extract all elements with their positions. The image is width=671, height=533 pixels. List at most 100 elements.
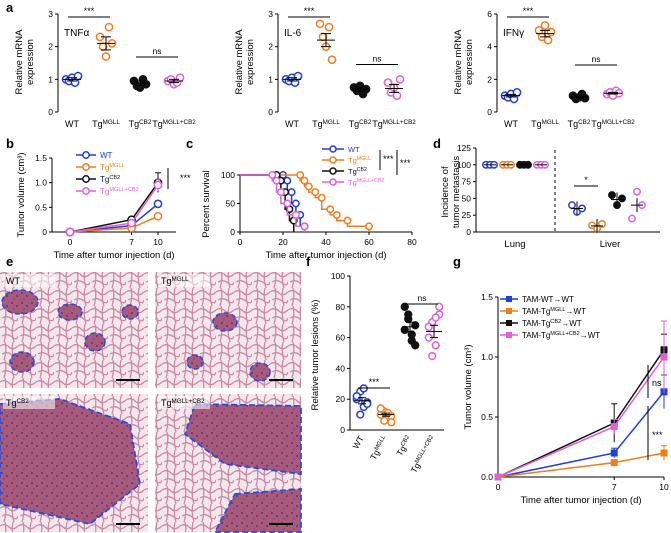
panel-c-y-tick-label: 100: [221, 170, 235, 180]
panel-f-point: [435, 302, 444, 311]
tumor-lesion-outline: [249, 362, 271, 382]
panel-f-y-tick-label: 20: [336, 394, 346, 404]
panel-letter-b: b: [6, 136, 14, 151]
panel-d-y-tick-label: 125: [457, 143, 471, 153]
panel-letter-c: c: [186, 136, 193, 151]
panel-a1-y-tick-label: 1: [48, 74, 53, 84]
panel-g-series-line: [497, 356, 665, 478]
panel-a2-point: [327, 55, 337, 65]
panel-b-ylabel: Tumor volume (cm³): [16, 152, 27, 237]
panel-b-point: [127, 218, 136, 228]
panel-d-point: [618, 194, 626, 203]
panel-f-y-tick-label: 40: [336, 363, 346, 373]
panel-a2-x-label: TgMGLL: [312, 119, 340, 129]
tumor-lesion-outline: [213, 488, 302, 533]
panel-b-point: [153, 211, 163, 221]
panel-d-ylabel: Incidence of: [440, 166, 451, 218]
panel-g-point: [610, 459, 618, 467]
panel-f-point: [400, 302, 409, 311]
panel-g-x-tick-label: 0: [496, 482, 501, 492]
panel-g-sig-2: ***: [652, 430, 663, 440]
panel-letter-d: d: [433, 136, 441, 151]
panel-f-x-label: TgCB2: [394, 434, 413, 458]
panel-a2-gene-label: IL-6: [284, 28, 302, 39]
panel-g-y-tick-label: 0.0: [481, 472, 493, 482]
panel-a1-y-tick-label: 0: [48, 107, 53, 117]
panel-c-x-tick-label: 40: [321, 237, 331, 247]
panel-a1-point: [73, 71, 83, 81]
micrograph-label-bg: [158, 274, 210, 287]
panel-f-bracket-label: ns: [418, 293, 427, 303]
panel-f-point: [352, 391, 361, 401]
panel-b-legend-marker: [82, 163, 90, 171]
panel-b-x-tick-label: 0: [68, 237, 73, 247]
panel-a1-x-label: TgMGLL: [92, 119, 120, 129]
panel-g-y-tick-label: 1.0: [481, 352, 493, 362]
panel-letter-e: e: [6, 254, 13, 269]
panel-f-point: [387, 418, 396, 427]
panel-a2-y-tick-label: 1: [268, 74, 273, 84]
panel-d-y-tick-label: 25: [462, 210, 472, 220]
panel-g-legend-label: TAM-TgMGLL+CB2→WT: [522, 331, 600, 340]
panel-a1-bracket-label: ***: [84, 6, 95, 16]
panel-a3-y-tick-label: 2: [487, 74, 492, 84]
panel-d-y-tick-label: 0: [466, 227, 471, 237]
panel-b-x-tick-label: 10: [153, 237, 163, 247]
panel-c-legend-marker: [329, 156, 337, 164]
panel-a2-y-tick-label: 3: [268, 9, 273, 19]
panel-a2-point: [324, 22, 334, 32]
panel-c-x-tick-label: 20: [278, 237, 288, 247]
panel-a1-point: [141, 79, 151, 89]
panel-a3-gene-label: IFNγ: [503, 28, 524, 39]
panel-f-y-tick-label: 100: [331, 271, 345, 281]
panel-d-point: [608, 191, 616, 199]
panel-c-legend-marker: [329, 167, 337, 175]
panel-f-point: [431, 313, 440, 322]
panel-a3-x-label: TgCB2: [568, 119, 591, 129]
panel-a1-y-tick-label: 2: [48, 42, 53, 52]
panel-c-point: [343, 216, 352, 225]
tumor-lesion-outline: [186, 354, 204, 370]
panel-c-point: [291, 199, 300, 208]
micrograph-label-bg: [3, 274, 55, 287]
panel-g-legend-label: TAM-WT→WT: [522, 295, 574, 304]
panel-b-legend-label: TgMGLL: [100, 163, 125, 172]
panel-f-point: [404, 310, 413, 319]
panel-c-point: [287, 188, 296, 197]
panel-c-xlabel: Time after tumor injection (d): [265, 250, 386, 261]
panel-g-x-tick-label: 10: [659, 482, 669, 492]
panel-b-series-line: [69, 203, 159, 233]
panel-g-legend-marker: [506, 308, 512, 314]
panel-a1-y-tick-label: 3: [48, 9, 53, 19]
panel-a3-y-tick-label: 0: [487, 107, 492, 117]
panel-f-bracket-label: ***: [369, 377, 380, 387]
micrograph-label: WT: [6, 276, 20, 286]
panel-g-y-tick-label: 1.5: [481, 292, 493, 302]
panel-f-point: [411, 341, 420, 350]
panel-d-point: [568, 201, 576, 210]
panel-g-point: [610, 449, 618, 457]
tumor-lesion-outline: [121, 304, 139, 320]
micrograph-label: TgMGLL: [161, 276, 189, 286]
panel-a3-x-label: TgMGLL+CB2: [591, 119, 635, 129]
panel-c-x-tick-label: 60: [364, 237, 374, 247]
panel-f-y-tick-label: 60: [336, 333, 346, 343]
micrograph-label-bg: [3, 396, 55, 409]
panel-a2-point: [315, 19, 325, 29]
panel-g-sig-1: ns: [652, 378, 662, 388]
panel-f-x-label: TgMGLL+CB2: [409, 434, 438, 475]
panel-a2-y-tick-label: 2: [268, 42, 273, 52]
panel-c-point: [317, 193, 326, 202]
panel-b-xlabel: Time after tumor injection (d): [53, 250, 174, 261]
panel-d-point: [628, 214, 636, 223]
panel-a3-bracket-label: ***: [523, 6, 534, 16]
panel-c-point: [268, 171, 277, 179]
panel-c-x-tick-label: 0: [238, 237, 243, 247]
panel-c-survival-curve: [240, 174, 306, 232]
panel-g-point: [610, 423, 618, 431]
tumor-lesion-outline: [84, 332, 106, 352]
tumor-lesion-outline: [183, 403, 302, 476]
panel-f-y-tick-label: 0: [340, 425, 345, 435]
panel-letter-g: g: [453, 254, 461, 269]
